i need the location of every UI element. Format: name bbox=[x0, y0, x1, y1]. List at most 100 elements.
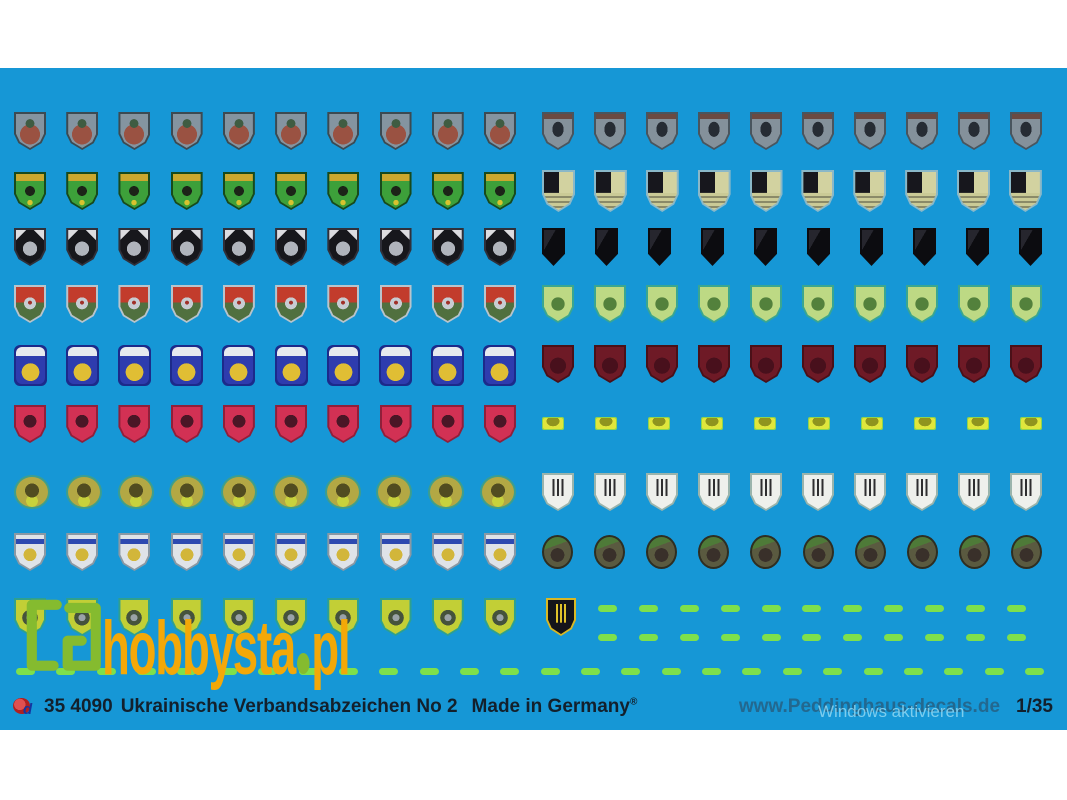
decal-dash bbox=[720, 605, 740, 612]
blue-badge-yellow-gate-decal bbox=[430, 345, 464, 386]
blue-badge-yellow-gate-decal bbox=[14, 345, 47, 386]
decal-dash bbox=[925, 634, 945, 641]
silver-shield-blue-banner-decal bbox=[118, 533, 151, 571]
grey-shield-black-eagle-decal bbox=[542, 112, 574, 150]
olive-oval-badge-decal bbox=[14, 475, 50, 509]
top-white-margin bbox=[0, 0, 1067, 68]
black-and-cream-striped-shield-decal bbox=[697, 170, 731, 212]
round-green-beret-patch-decal bbox=[1010, 535, 1042, 569]
decal-dash bbox=[419, 668, 439, 675]
plain-black-pennant-decal bbox=[913, 228, 936, 266]
brown-bear-grey-shield-decal bbox=[275, 112, 308, 150]
red-green-shield-silver-star-decal bbox=[118, 285, 151, 323]
hobbysta-logo-icon bbox=[26, 599, 101, 671]
decal-dash bbox=[843, 634, 863, 641]
decal-block-right-row3 bbox=[542, 228, 1042, 266]
peddinghaus-red-mark-icon bbox=[13, 698, 30, 714]
red-green-shield-silver-star-decal bbox=[275, 285, 308, 323]
decal-block-left-row6 bbox=[14, 405, 516, 443]
decal-dash bbox=[56, 668, 76, 675]
grey-shield-black-eagle-decal bbox=[906, 112, 938, 150]
dash-row-right-lower bbox=[598, 634, 1026, 641]
scale-label: 1/35 bbox=[1016, 696, 1053, 717]
green-shield-yellow-banner-eagle-decal bbox=[379, 172, 412, 210]
white-shield-black-trident-decal bbox=[802, 473, 834, 511]
blue-badge-yellow-gate-decal bbox=[222, 345, 256, 386]
crimson-shield-dark-eagle-decal bbox=[379, 405, 412, 443]
decal-dash bbox=[761, 634, 781, 641]
silver-shield-blue-banner-decal bbox=[483, 533, 516, 571]
olive-oval-badge-decal bbox=[376, 475, 413, 509]
hobbysta-watermark: hobbysta pl bbox=[24, 596, 514, 686]
decal-dash bbox=[884, 605, 904, 612]
maroon-shield-decal bbox=[854, 345, 886, 383]
black-and-cream-striped-shield-decal bbox=[1008, 170, 1042, 212]
crimson-shield-dark-eagle-decal bbox=[483, 405, 516, 443]
maroon-shield-decal bbox=[594, 345, 626, 383]
manufacturer-website: www.Peddinghaus-decals.de bbox=[738, 696, 1001, 717]
green-shield-yellow-banner-eagle-decal bbox=[66, 172, 99, 210]
brown-bear-grey-shield-decal bbox=[222, 112, 255, 150]
decal-dash bbox=[944, 668, 964, 675]
windows-activation-watermark: Windows aktivieren bbox=[818, 702, 965, 721]
red-green-shield-silver-star-decal bbox=[66, 285, 99, 323]
decal-block-left-row4 bbox=[14, 285, 516, 323]
maroon-shield-decal bbox=[750, 345, 782, 383]
white-shield-black-trident-decal bbox=[542, 473, 574, 511]
yellow-chevron-tab-decal bbox=[701, 417, 724, 430]
decal-dash bbox=[984, 668, 1004, 675]
brown-bear-grey-shield-decal bbox=[66, 112, 99, 150]
crimson-shield-dark-eagle-decal bbox=[431, 405, 464, 443]
plain-black-pennant-decal bbox=[701, 228, 724, 266]
white-shield-black-trident-decal bbox=[906, 473, 938, 511]
brown-bear-grey-shield-decal bbox=[118, 112, 151, 150]
decal-block-right-row2 bbox=[542, 170, 1042, 212]
decal-dash bbox=[621, 668, 641, 675]
decal-dash bbox=[1006, 634, 1026, 641]
olive-oval-badge-decal bbox=[324, 475, 361, 509]
decal-dash bbox=[298, 668, 318, 675]
round-green-beret-patch-decal bbox=[594, 535, 626, 569]
decal-dash bbox=[581, 668, 601, 675]
silver-shield-blue-banner-decal bbox=[327, 533, 360, 571]
round-green-beret-patch-decal bbox=[646, 535, 678, 569]
grey-shield-black-eagle-decal bbox=[750, 112, 782, 150]
peddinghaus-d-letter: d bbox=[23, 701, 33, 718]
silver-shield-blue-banner-decal bbox=[14, 533, 46, 571]
green-shield-yellow-banner-eagle-decal bbox=[14, 172, 46, 210]
plain-black-pennant-decal bbox=[966, 228, 989, 266]
decal-block-right-row8 bbox=[542, 535, 1042, 569]
decal-dash bbox=[761, 605, 781, 612]
red-green-shield-silver-star-decal bbox=[170, 285, 203, 323]
grey-shield-black-eagle-decal bbox=[646, 112, 678, 150]
yellow-chevron-tab-decal bbox=[807, 417, 830, 430]
peddinghaus-brand-icon: d bbox=[12, 696, 38, 718]
round-green-beret-patch-decal bbox=[698, 535, 730, 569]
silver-shield-blue-banner-decal bbox=[431, 533, 464, 571]
black-and-cream-striped-shield-decal bbox=[749, 170, 783, 212]
round-green-beret-patch-decal bbox=[802, 535, 834, 569]
pale-green-shield-wreath-decal bbox=[594, 285, 626, 323]
brown-bear-grey-shield-decal bbox=[14, 112, 46, 150]
hobbysta-tld: pl bbox=[311, 605, 350, 691]
decal-row-5 bbox=[0, 345, 1067, 389]
green-shield-yellow-banner-eagle-decal bbox=[275, 172, 308, 210]
round-green-beret-patch-decal bbox=[750, 535, 782, 569]
decal-dash bbox=[338, 668, 358, 675]
blue-badge-yellow-gate-decal bbox=[326, 345, 360, 386]
origin-text: Made in Germany bbox=[471, 696, 630, 717]
olive-oval-badge-decal bbox=[272, 475, 309, 509]
decal-dash bbox=[720, 634, 740, 641]
crimson-shield-dark-eagle-decal bbox=[170, 405, 203, 443]
green-shield-yellow-banner-eagle-decal bbox=[170, 172, 203, 210]
olive-oval-badge-decal bbox=[479, 475, 516, 509]
plain-black-pennant-decal bbox=[860, 228, 883, 266]
maroon-shield-decal bbox=[542, 345, 574, 383]
brown-bear-grey-shield-decal bbox=[379, 112, 412, 150]
round-green-beret-patch-decal bbox=[906, 535, 938, 569]
decal-dash bbox=[1024, 668, 1044, 675]
hobbysta-watermark-text: hobbysta pl bbox=[102, 610, 351, 686]
maroon-shield-decal bbox=[646, 345, 678, 383]
yellow-chevron-tab-decal bbox=[860, 417, 883, 430]
decal-dash bbox=[925, 605, 945, 612]
